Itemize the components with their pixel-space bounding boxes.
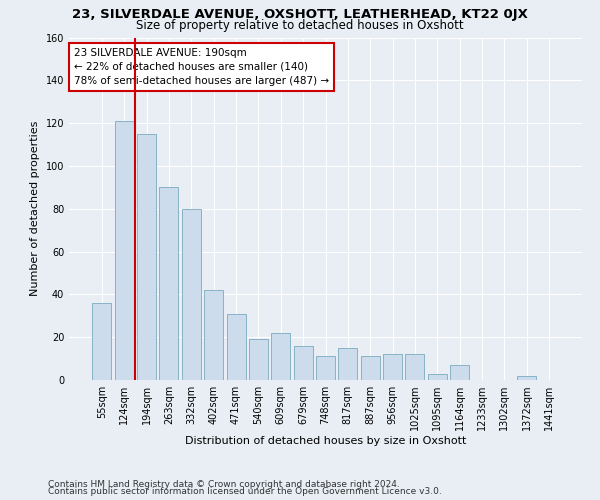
Bar	[316, 356, 335, 380]
Bar	[160, 188, 178, 380]
Bar	[383, 354, 402, 380]
Bar	[249, 340, 268, 380]
Bar	[406, 354, 424, 380]
Bar	[361, 356, 380, 380]
Bar	[271, 333, 290, 380]
Text: 23 SILVERDALE AVENUE: 190sqm
← 22% of detached houses are smaller (140)
78% of s: 23 SILVERDALE AVENUE: 190sqm ← 22% of de…	[74, 48, 329, 86]
Text: Contains public sector information licensed under the Open Government Licence v3: Contains public sector information licen…	[48, 488, 442, 496]
Y-axis label: Number of detached properties: Number of detached properties	[30, 121, 40, 296]
Bar	[227, 314, 245, 380]
Bar	[338, 348, 358, 380]
Text: 23, SILVERDALE AVENUE, OXSHOTT, LEATHERHEAD, KT22 0JX: 23, SILVERDALE AVENUE, OXSHOTT, LEATHERH…	[72, 8, 528, 21]
Text: Contains HM Land Registry data © Crown copyright and database right 2024.: Contains HM Land Registry data © Crown c…	[48, 480, 400, 489]
Bar	[450, 365, 469, 380]
Bar	[92, 303, 112, 380]
Bar	[204, 290, 223, 380]
Bar	[115, 121, 134, 380]
Bar	[293, 346, 313, 380]
X-axis label: Distribution of detached houses by size in Oxshott: Distribution of detached houses by size …	[185, 436, 466, 446]
Bar	[182, 209, 201, 380]
Bar	[137, 134, 156, 380]
Bar	[517, 376, 536, 380]
Bar	[428, 374, 447, 380]
Text: Size of property relative to detached houses in Oxshott: Size of property relative to detached ho…	[136, 18, 464, 32]
